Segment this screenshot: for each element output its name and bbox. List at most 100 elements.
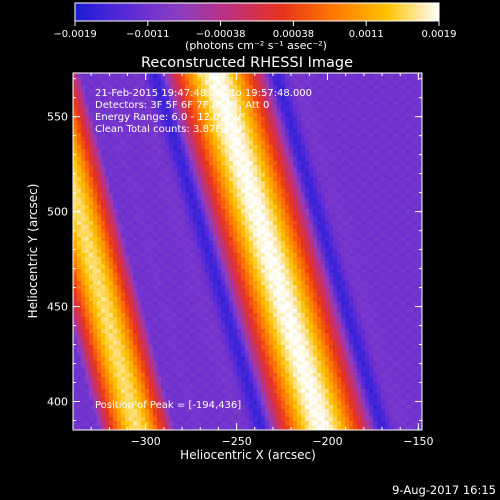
heatmap-cell: [109, 369, 114, 374]
heatmap-cell: [105, 105, 110, 110]
heatmap-cell: [165, 233, 170, 238]
heatmap-cell: [193, 101, 198, 106]
heatmap-cell: [77, 325, 82, 330]
heatmap-cell: [289, 309, 294, 314]
heatmap-cell: [105, 389, 110, 394]
heatmap-cell: [217, 169, 222, 174]
heatmap-cell: [73, 169, 78, 174]
heatmap-cell: [185, 73, 190, 78]
heatmap-cell: [253, 393, 258, 398]
heatmap-cell: [289, 137, 294, 142]
heatmap-cell: [189, 229, 194, 234]
heatmap-cell: [209, 141, 214, 146]
heatmap-cell: [197, 133, 202, 138]
heatmap-cell: [277, 269, 282, 274]
heatmap-cell: [277, 73, 282, 78]
heatmap-cell: [281, 269, 286, 274]
heatmap-cell: [81, 185, 86, 190]
heatmap-cell: [285, 165, 290, 170]
heatmap-cell: [189, 353, 194, 358]
heatmap-cell: [229, 337, 234, 342]
heatmap-cell: [133, 357, 138, 362]
heatmap-cell: [149, 321, 154, 326]
heatmap-cell: [165, 121, 170, 126]
heatmap-cell: [289, 249, 294, 254]
heatmap-cell: [205, 189, 210, 194]
heatmap-cell: [85, 377, 90, 382]
heatmap-cell: [257, 153, 262, 158]
heatmap-cell: [129, 233, 134, 238]
heatmap-cell: [245, 421, 250, 426]
heatmap-cell: [89, 325, 94, 330]
heatmap-cell: [101, 213, 106, 218]
heatmap-cell: [153, 413, 158, 418]
heatmap-cell: [289, 217, 294, 222]
heatmap-cell: [241, 281, 246, 286]
heatmap-cell: [73, 145, 78, 150]
heatmap-cell: [105, 169, 110, 174]
heatmap-cell: [77, 201, 82, 206]
heatmap-cell: [249, 329, 254, 334]
heatmap-cell: [249, 189, 254, 194]
heatmap-cell: [145, 157, 150, 162]
heatmap-cell: [141, 281, 146, 286]
heatmap-cell: [85, 81, 90, 86]
heatmap-cell: [261, 181, 266, 186]
heatmap-cell: [129, 217, 134, 222]
heatmap-cell: [149, 77, 154, 82]
heatmap-cell: [97, 173, 102, 178]
heatmap-cell: [73, 93, 78, 98]
heatmap-cell: [153, 425, 158, 430]
heatmap-cell: [225, 413, 230, 418]
heatmap-cell: [245, 305, 250, 310]
heatmap-cell: [117, 121, 122, 126]
heatmap-cell: [201, 165, 206, 170]
heatmap-cell: [277, 349, 282, 354]
heatmap-cell: [81, 229, 86, 234]
heatmap-cell: [285, 345, 290, 350]
heatmap-cell: [85, 357, 90, 362]
heatmap-cell: [169, 77, 174, 82]
heatmap-cell: [153, 325, 158, 330]
heatmap-cell: [185, 297, 190, 302]
heatmap-cell: [73, 277, 78, 282]
heatmap-cell: [141, 149, 146, 154]
heatmap-cell: [233, 257, 238, 262]
heatmap-cell: [73, 73, 78, 78]
heatmap-cell: [177, 93, 182, 98]
heatmap-cell: [241, 141, 246, 146]
heatmap-cell: [213, 257, 218, 262]
heatmap-cell: [141, 417, 146, 422]
heatmap-cell: [269, 425, 274, 430]
heatmap-cell: [245, 253, 250, 258]
heatmap-cell: [169, 125, 174, 130]
heatmap-cell: [261, 185, 266, 190]
heatmap-cell: [129, 125, 134, 130]
heatmap-cell: [73, 77, 78, 82]
heatmap-cell: [121, 181, 126, 186]
heatmap-cell: [169, 181, 174, 186]
heatmap-cell: [165, 389, 170, 394]
heatmap-cell: [233, 293, 238, 298]
heatmap-cell: [185, 153, 190, 158]
heatmap-cell: [285, 353, 290, 358]
heatmap-cell: [141, 157, 146, 162]
heatmap-cell: [129, 405, 134, 410]
heatmap-cell: [289, 273, 294, 278]
heatmap-cell: [245, 157, 250, 162]
heatmap-cell: [285, 113, 290, 118]
heatmap-cell: [257, 197, 262, 202]
heatmap-cell: [185, 273, 190, 278]
heatmap-cell: [225, 313, 230, 318]
heatmap-cell: [201, 101, 206, 106]
heatmap-cell: [93, 277, 98, 282]
heatmap-cell: [89, 225, 94, 230]
heatmap-cell: [261, 209, 266, 214]
heatmap-cell: [233, 73, 238, 78]
heatmap-cell: [185, 161, 190, 166]
heatmap-cell: [289, 237, 294, 242]
heatmap-cell: [101, 117, 106, 122]
heatmap-cell: [129, 297, 134, 302]
heatmap-cell: [169, 133, 174, 138]
heatmap-cell: [181, 201, 186, 206]
